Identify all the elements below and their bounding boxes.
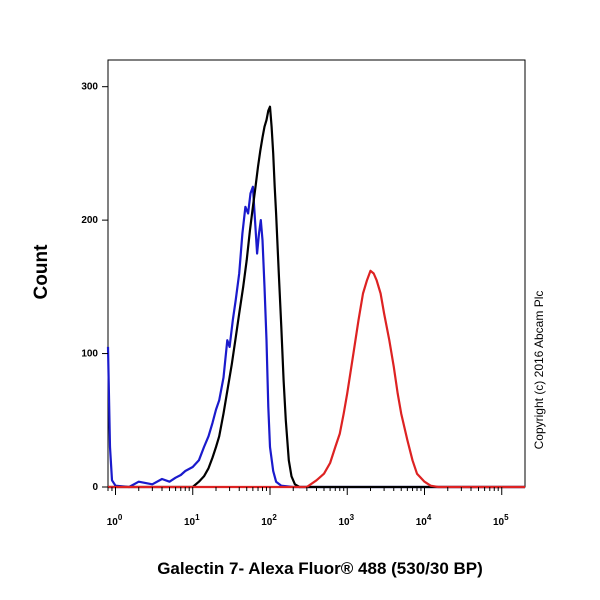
y-axis-title: Count [31, 244, 52, 300]
x-tick-label: 102 [261, 513, 277, 528]
x-tick-base: 10 [107, 517, 119, 528]
x-tick-exponent: 4 [427, 513, 432, 522]
x-tick-label: 104 [416, 513, 432, 528]
histogram-series-line [108, 105, 525, 489]
x-tick-exponent: 3 [350, 513, 355, 522]
x-tick-base: 10 [416, 517, 428, 528]
x-tick-base: 10 [338, 517, 350, 528]
x-tick-base: 10 [184, 517, 196, 528]
copyright-annotation: Copyright (c) 2016 Abcam Plc [532, 291, 546, 450]
histogram-series-line [108, 269, 525, 489]
y-tick-label: 300 [81, 82, 98, 93]
x-axis-title: Galectin 7- Alexa Fluor® 488 (530/30 BP) [157, 559, 483, 578]
x-tick-label: 101 [184, 513, 200, 528]
y-tick-label: 200 [81, 215, 98, 226]
series-layer [106, 105, 525, 489]
histogram-series-line [106, 185, 525, 489]
plot-frame [107, 59, 526, 488]
y-tick-label: 0 [92, 482, 98, 493]
x-tick-base: 10 [261, 517, 273, 528]
y-tick-label: 100 [81, 349, 98, 360]
x-tick-label: 105 [493, 513, 509, 528]
x-tick-exponent: 0 [118, 513, 123, 522]
x-tick-base: 10 [493, 517, 505, 528]
x-tick-exponent: 5 [504, 513, 509, 522]
x-tick-exponent: 2 [272, 513, 277, 522]
x-tick-label: 103 [338, 513, 354, 528]
x-tick-exponent: 1 [195, 513, 200, 522]
x-tick-label: 100 [107, 513, 123, 528]
